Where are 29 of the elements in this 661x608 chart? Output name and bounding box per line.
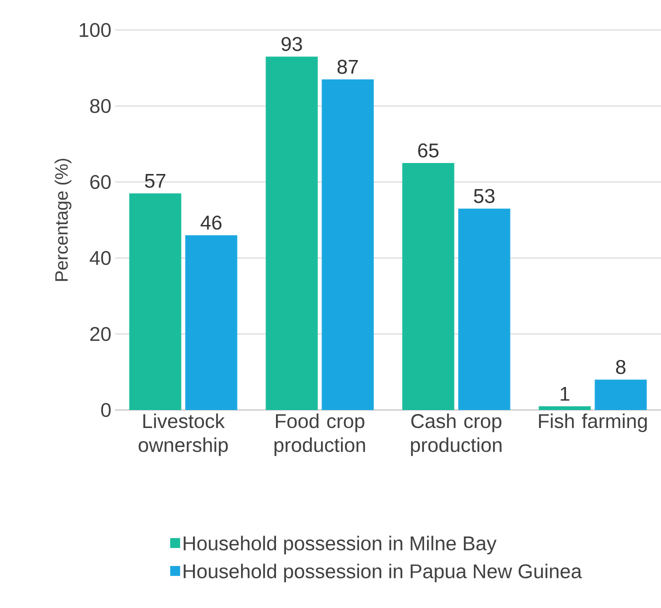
y-axis-title: Percentage (%) <box>54 158 72 281</box>
legend-label: Household possession in Milne Bay <box>184 536 497 554</box>
y-tick-label: 0 <box>101 402 111 418</box>
x-tick-label: Fish farming <box>539 414 647 432</box>
bar <box>129 193 182 410</box>
bar <box>185 235 238 410</box>
legend-label: Household possession in Papua New Guinea <box>184 564 582 582</box>
data-label: 93 <box>282 36 302 52</box>
y-tick-label: 60 <box>90 174 111 190</box>
data-label: 57 <box>144 174 166 188</box>
y-tick-label: 40 <box>90 250 111 266</box>
bar <box>322 79 374 410</box>
bar <box>402 162 454 410</box>
bar <box>458 208 510 410</box>
data-label: 1 <box>560 386 570 401</box>
y-tick-label: 100 <box>80 22 111 38</box>
bar <box>266 56 318 410</box>
x-tick-label: Cash crop production <box>411 414 502 456</box>
bar <box>594 380 647 410</box>
data-label: 87 <box>338 60 358 74</box>
data-label: 65 <box>418 143 438 158</box>
x-tick-label: Livestock ownership <box>138 414 228 456</box>
data-label: 46 <box>200 216 222 230</box>
y-tick-label: 80 <box>90 98 111 114</box>
data-label: 53 <box>474 188 494 204</box>
x-tick-label: Food crop production <box>274 414 365 456</box>
bar <box>538 406 591 410</box>
y-tick-label: 20 <box>90 326 111 342</box>
data-label: 8 <box>616 360 626 374</box>
